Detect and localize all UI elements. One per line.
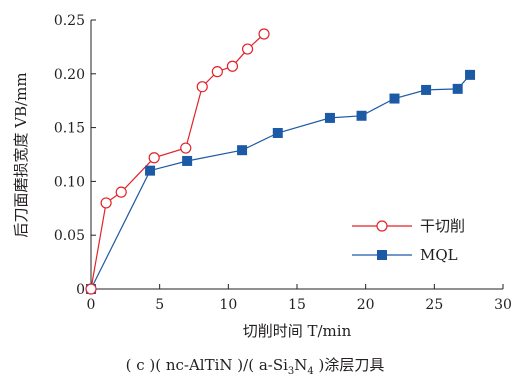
data-point-0	[85, 283, 97, 295]
x-tick-label: 5	[155, 297, 164, 313]
data-point-0	[100, 197, 112, 209]
y-tick-label: 0.10	[54, 174, 85, 190]
x-axis-label: 切削时间 T/min	[243, 322, 352, 340]
y-tick-label: 0.20	[54, 67, 85, 83]
y-tick-label: 0.15	[54, 121, 85, 137]
data-point-0	[258, 28, 270, 40]
legend-marker-mql	[377, 250, 387, 260]
data-point-1	[182, 155, 193, 166]
figure-caption: ( c )( nc-AlTiN )/( a-Si3N4 )涂层刀具	[126, 356, 385, 377]
data-point-0	[148, 152, 160, 164]
series-lines	[90, 33, 471, 290]
data-point-1	[356, 110, 367, 121]
x-tick-label: 30	[494, 297, 512, 313]
data-point-0	[180, 142, 192, 154]
x-ticks: 0 5 10 15 20 25 30	[87, 284, 512, 313]
data-point-1	[421, 84, 432, 95]
legend-label-mql: MQL	[420, 246, 458, 264]
legend-marker-dry	[376, 220, 388, 232]
data-point-1	[324, 112, 335, 123]
x-tick-label: 10	[219, 297, 237, 313]
data-point-0	[196, 81, 208, 93]
y-tick-label: 0.25	[54, 13, 85, 29]
y-axis-label: 后刀面磨损宽度 VB/mm	[12, 72, 30, 237]
y-ticks: 0.05 0.10 0.15 0.20 0.25 0	[54, 13, 96, 298]
data-point-1	[237, 145, 248, 156]
data-point-0	[211, 66, 223, 78]
x-tick-label: 25	[425, 297, 443, 313]
x-tick-label: 15	[288, 297, 306, 313]
x-tick-label: 20	[357, 297, 375, 313]
caption-sub2: 4	[307, 366, 313, 377]
legend: 干切削 MQL	[352, 217, 465, 264]
y-origin-label: 0	[76, 282, 85, 298]
data-point-1	[452, 83, 463, 94]
caption-sub1: 3	[288, 366, 294, 377]
data-point-0	[241, 43, 254, 55]
data-point-1	[465, 69, 476, 80]
legend-label-dry: 干切削	[420, 217, 465, 235]
x-tick-label: 0	[87, 297, 96, 313]
data-point-1	[389, 93, 400, 104]
y-tick-label: 0.05	[54, 228, 85, 244]
series-line-1	[90, 74, 471, 290]
caption-suffix: )涂层刀具	[314, 356, 385, 374]
caption-prefix: ( c )( nc-AlTiN )/( a-Si	[126, 356, 289, 374]
data-point-1	[272, 127, 283, 138]
caption-mid: N	[294, 356, 307, 374]
data-point-0	[115, 186, 127, 198]
data-point-1	[145, 165, 156, 176]
series-line-0	[90, 33, 265, 290]
series-markers	[85, 28, 476, 295]
data-point-0	[226, 60, 239, 72]
